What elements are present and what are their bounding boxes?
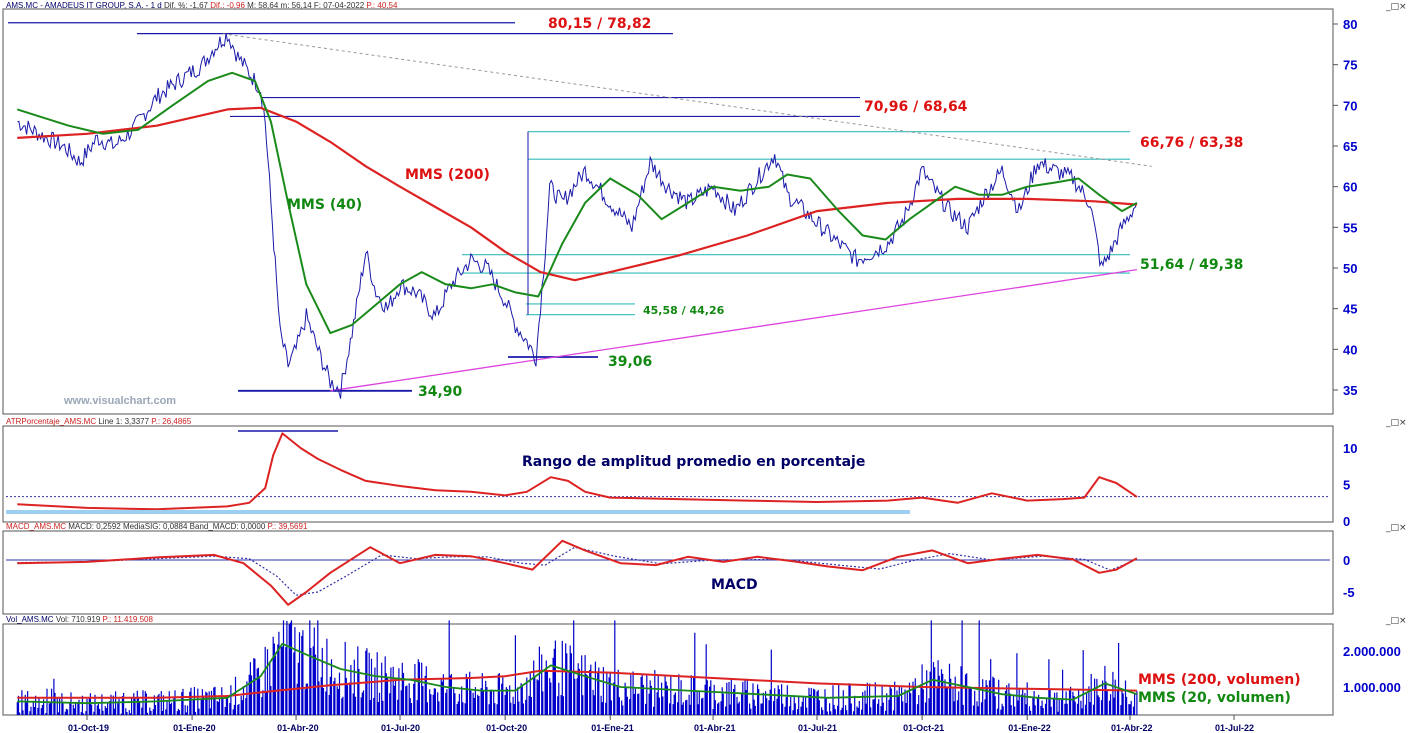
price-y-tick-label: 35 bbox=[1343, 383, 1357, 398]
label-mms40: MMS (40) bbox=[287, 197, 362, 213]
watermark: www.visualchart.com bbox=[63, 395, 176, 407]
price-y-tick-label: 60 bbox=[1343, 180, 1357, 195]
x-tick-label: 01-Abr-22 bbox=[1111, 723, 1153, 733]
annotation-low-mar: 34,90 bbox=[418, 384, 463, 400]
price-panel-frame bbox=[2, 8, 1334, 415]
volume-window-buttons[interactable]: _□× bbox=[1385, 616, 1407, 626]
x-tick-label: 01-Oct-20 bbox=[486, 723, 527, 733]
x-tick-label: 01-Ene-20 bbox=[173, 723, 216, 733]
support-trendline bbox=[330, 268, 1137, 392]
annotation-gap: 45,58 / 44,26 bbox=[643, 304, 725, 317]
atr-title: Rango de amplitud promedio en porcentaje bbox=[522, 454, 865, 470]
atr-y-tick-label: 10 bbox=[1343, 441, 1357, 456]
price-y-tick-label: 75 bbox=[1343, 58, 1357, 73]
volume-mms200-line bbox=[17, 669, 1137, 699]
price-panel-header: AMS.MC - AMADEUS IT GROUP, S.A. - 1 d Di… bbox=[6, 1, 398, 10]
axes-layer: 35 40 45 50 55 60 65 70 75 80 0 5 10 -5 0 1.000.000 2.00… bbox=[68, 17, 1401, 733]
macd-window-buttons[interactable]: _□× bbox=[1385, 523, 1407, 533]
x-tick-label: 01-Abr-20 bbox=[277, 723, 319, 733]
annotation-low-oct: 39,06 bbox=[608, 354, 652, 370]
macd-y-tick-label: 0 bbox=[1343, 553, 1350, 568]
volume-layer bbox=[16, 620, 1138, 715]
price-y-tick-label: 65 bbox=[1343, 139, 1357, 154]
price-y-tick-label: 40 bbox=[1343, 342, 1357, 357]
atr-y-tick-label: 5 bbox=[1343, 478, 1350, 493]
atr-line bbox=[17, 432, 1138, 511]
atr-highlight-band bbox=[6, 510, 910, 514]
annotation-channel-top: 66,76 / 63,38 bbox=[1140, 135, 1243, 151]
price-y-tick-label: 55 bbox=[1343, 220, 1357, 235]
volume-panel-header: Vol_AMS.MC Vol: 710.919 P.: 11.419.508 bbox=[6, 615, 154, 624]
atr-panel-header: ATRPorcentaje_AMS.MC Line 1: 3,3377 P.: … bbox=[6, 417, 192, 426]
volume-mms20-line bbox=[17, 642, 1138, 705]
label-vol-mms200: MMS (200, volumen) bbox=[1138, 672, 1301, 688]
macd-y-tick-label: -5 bbox=[1343, 585, 1355, 600]
x-tick-label: 01-Ene-21 bbox=[591, 723, 634, 733]
volume-y-tick-label: 2.000.000 bbox=[1343, 644, 1401, 659]
price-y-tick-label: 50 bbox=[1343, 261, 1357, 276]
annotation-channel-bottom: 51,64 / 49,38 bbox=[1140, 257, 1243, 273]
atr-window-buttons[interactable]: _□× bbox=[1385, 418, 1407, 428]
price-series bbox=[17, 33, 1138, 399]
x-tick-label: 01-Oct-19 bbox=[68, 723, 109, 733]
label-mms200: MMS (200) bbox=[405, 167, 490, 183]
x-tick-label: 01-Abr-21 bbox=[694, 723, 736, 733]
volume-bars bbox=[16, 620, 1138, 715]
price-y-tick-label: 80 bbox=[1343, 17, 1357, 32]
x-tick-label: 01-Ene-22 bbox=[1008, 723, 1051, 733]
price-y-tick-label: 45 bbox=[1343, 302, 1357, 317]
label-vol-mms20: MMS (20, volumen) bbox=[1138, 690, 1291, 706]
x-tick-label: 01-Oct-21 bbox=[903, 723, 944, 733]
macd-panel-header: MACD_AMS.MC MACD: 0,2592 MediaSIG: 0,088… bbox=[6, 522, 308, 531]
volume-y-tick-label: 1.000.000 bbox=[1343, 680, 1401, 695]
annotation-upper-level: 70,96 / 68,64 bbox=[864, 99, 968, 115]
atr-y-tick-label: 0 bbox=[1343, 514, 1350, 529]
x-tick-label: 01-Jul-20 bbox=[381, 723, 420, 733]
annotation-top-level: 80,15 / 78,82 bbox=[548, 16, 651, 32]
volume-panel-frame bbox=[2, 623, 1334, 716]
series-layer bbox=[16, 33, 1138, 705]
price-window-buttons[interactable]: _□× bbox=[1385, 2, 1407, 12]
mms40-line bbox=[16, 71, 1138, 335]
price-y-tick-label: 70 bbox=[1343, 98, 1357, 113]
resistance-trendline bbox=[222, 33, 1152, 167]
macd-panel-frame bbox=[2, 530, 1334, 615]
macd-line bbox=[17, 539, 1138, 606]
reference-lines-layer bbox=[6, 22, 1330, 561]
x-tick-label: 01-Jul-21 bbox=[798, 723, 837, 733]
macd-title: MACD bbox=[711, 577, 758, 593]
x-tick-label: 01-Jul-22 bbox=[1215, 723, 1254, 733]
mms200-line bbox=[17, 106, 1137, 282]
macd-signal-line bbox=[17, 546, 1138, 596]
